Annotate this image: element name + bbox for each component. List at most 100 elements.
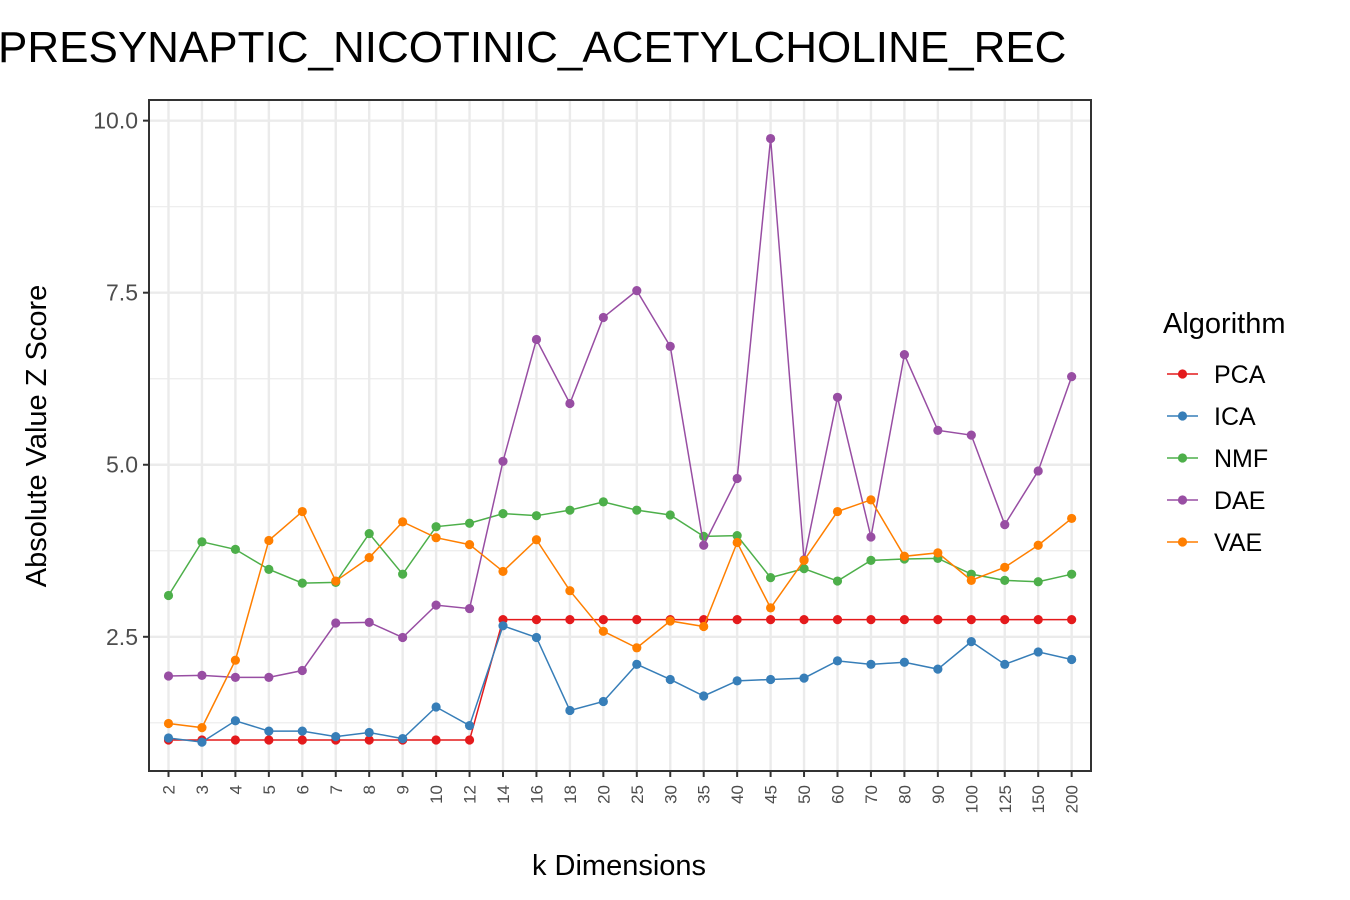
legend-key-point [1177,537,1188,547]
x-tick-label: 80 [895,785,914,804]
data-point-pca [431,735,441,745]
data-point-pca [1033,614,1043,625]
data-point-dae [297,665,307,676]
data-point-ica [899,657,910,667]
data-point-vae [732,537,742,548]
y-axis: 2.5 5.0 7.5 10.0 [93,108,149,650]
x-tick-label: 10 [427,785,446,804]
data-point-vae [364,553,374,563]
x-axis: 2 3 4 5 6 7 8 9 10 12 14 16 18 20 25 30 35 40 45 50 60 70 80 90… [160,771,1082,813]
data-point-vae [565,586,575,596]
data-point-ica [264,726,274,736]
x-tick-label: 8 [360,785,379,794]
x-tick-label: 35 [695,785,714,804]
data-point-pca [966,614,976,625]
series-line-vae [168,498,1073,729]
series-line-nmf [167,501,1072,596]
x-tick-label: 18 [561,785,580,804]
data-point-dae [766,133,776,144]
x-tick-label: 6 [293,785,312,794]
data-point-ica [1067,654,1077,665]
data-point-vae [1067,513,1077,524]
x-tick-label: 90 [929,785,948,804]
x-tick-label: 45 [762,785,781,804]
data-point-nmf [163,590,174,601]
data-point-pca [732,614,742,625]
data-point-nmf [1033,577,1043,587]
x-tick-label: 40 [728,785,747,804]
data-point-dae [933,425,943,435]
data-point-dae [230,672,240,683]
data-point-dae [431,600,441,610]
data-point-pca [766,614,776,625]
data-point-dae [264,672,274,683]
data-point-dae [197,670,207,680]
x-tick-label: 200 [1063,785,1082,813]
x-tick-label: 125 [996,785,1015,813]
data-point-pca [565,614,575,625]
legend-items: PCA ICA NMF DAE VAE [1167,361,1268,557]
data-point-ica [1033,647,1043,657]
data-point-nmf [197,537,207,547]
data-point-nmf [230,544,240,554]
data-point-vae [464,539,475,550]
data-point-dae [832,392,843,402]
x-tick-label: 60 [829,785,848,804]
data-point-vae [699,621,709,632]
series-vae [163,495,1077,733]
legend-key-point [1177,453,1188,463]
x-tick-label: 20 [594,785,613,804]
data-point-ica [565,705,575,716]
data-point-ica [832,656,843,666]
data-point-dae [598,312,608,323]
data-point-nmf [665,510,675,520]
data-point-pca [297,735,307,745]
data-point-ica [866,659,876,669]
data-point-vae [799,555,809,566]
data-point-pca [264,735,274,745]
legend-label: VAE [1214,529,1262,557]
x-tick-label: 3 [193,785,212,794]
data-point-dae [565,398,575,409]
data-point-nmf [398,569,408,579]
x-tick-label: 12 [461,785,480,804]
data-point-pca [364,735,374,745]
legend-item-ica: ICA [1167,403,1256,431]
x-tick-label: 100 [962,785,981,813]
legend-label: NMF [1214,445,1268,473]
series-line-ica [168,624,1072,743]
data-point-pca [1000,614,1010,625]
x-tick-label: 5 [260,785,279,794]
series-line-dae [168,138,1073,679]
data-point-ica [163,733,174,743]
data-point-dae [163,671,174,681]
data-point-nmf [598,497,608,507]
data-point-pca [832,614,843,625]
data-point-vae [531,535,542,545]
data-point-nmf [431,522,441,532]
legend-label: PCA [1214,361,1266,389]
data-point-dae [531,334,542,345]
data-point-nmf [1067,569,1077,579]
data-point-ica [230,716,240,726]
data-point-vae [264,535,274,546]
x-tick-label: 50 [795,785,814,804]
data-point-nmf [732,531,742,541]
data-point-nmf [531,511,542,521]
data-point-ica [431,702,441,712]
data-point-vae [1000,562,1010,572]
data-point-vae [598,626,608,636]
data-point-dae [966,430,976,440]
data-point-ica [464,720,475,731]
data-point-ica [699,691,709,701]
x-tick-label: 4 [226,785,245,794]
data-point-vae [230,655,240,665]
data-point-nmf [364,528,374,539]
data-point-vae [832,506,843,517]
data-point-nmf [297,578,307,588]
data-point-ica [498,621,508,631]
data-point-nmf [1000,575,1010,585]
x-tick-label: 2 [160,785,179,794]
x-tick-label: 25 [628,785,647,804]
data-point-ica [197,737,207,747]
